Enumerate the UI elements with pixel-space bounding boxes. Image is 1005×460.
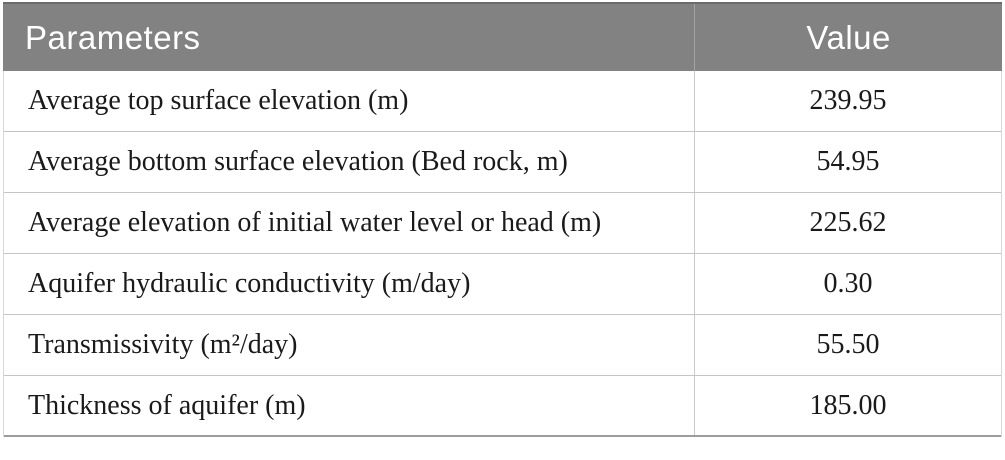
param-label: Average top surface elevation (m) [28, 85, 409, 116]
param-cell: Transmissivity (m²/day) [4, 315, 694, 375]
table-row: Transmissivity (m²/day) 55.50 [4, 315, 1001, 376]
value-cell: 54.95 [693, 132, 1001, 192]
param-cell: Aquifer hydraulic conductivity (m/day) [4, 254, 694, 314]
table-body: Average top surface elevation (m) 239.95… [3, 71, 1002, 437]
value-text: 54.95 [816, 146, 880, 177]
table-row: Thickness of aquifer (m) 185.00 [4, 376, 1001, 437]
param-label: Average bottom surface elevation (Bed ro… [28, 146, 568, 177]
value-cell: 55.50 [693, 315, 1001, 375]
header-cell-value: Value [694, 4, 1002, 71]
value-text: 0.30 [823, 268, 873, 299]
table-row: Average elevation of initial water level… [4, 193, 1001, 254]
table-header-row: Parameters Value [3, 2, 1002, 71]
header-value-label: Value [806, 18, 891, 56]
param-cell: Average bottom surface elevation (Bed ro… [4, 132, 694, 192]
header-parameters-label: Parameters [25, 18, 201, 56]
value-text: 225.62 [809, 207, 887, 238]
table-row: Average top surface elevation (m) 239.95 [4, 71, 1001, 132]
param-cell: Average top surface elevation (m) [4, 71, 694, 131]
value-cell: 0.30 [693, 254, 1001, 314]
value-text: 185.00 [809, 389, 887, 421]
param-cell: Thickness of aquifer (m) [4, 376, 694, 435]
header-cell-parameters: Parameters [3, 4, 694, 71]
value-text: 55.50 [816, 329, 880, 360]
table-row: Aquifer hydraulic conductivity (m/day) 0… [4, 254, 1001, 315]
value-cell: 225.62 [693, 193, 1001, 253]
value-text: 239.95 [809, 85, 887, 116]
parameters-table: Parameters Value Average top surface ele… [3, 2, 1002, 437]
param-label: Aquifer hydraulic conductivity (m/day) [28, 268, 471, 299]
param-cell: Average elevation of initial water level… [4, 193, 694, 253]
table-row: Average bottom surface elevation (Bed ro… [4, 132, 1001, 193]
value-cell: 239.95 [693, 71, 1001, 131]
param-label: Average elevation of initial water level… [28, 207, 602, 238]
param-label: Transmissivity (m²/day) [28, 329, 298, 360]
value-cell: 185.00 [693, 376, 1001, 435]
param-label: Thickness of aquifer (m) [28, 389, 306, 421]
